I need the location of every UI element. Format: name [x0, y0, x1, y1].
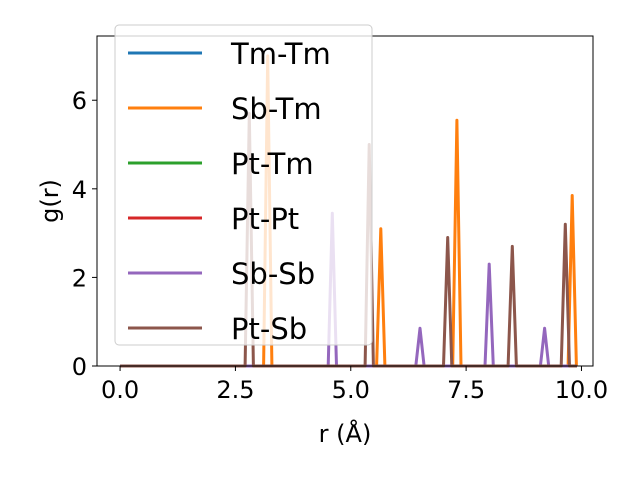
legend: Tm-Tm Sb-Tm Pt-Tm Pt-Pt Sb-Sb Pt-Sb — [114, 24, 373, 346]
x-tick-label: 7.5 — [447, 376, 485, 404]
legend-label-pt-tm: Pt-Tm — [231, 147, 314, 181]
legend-label-tm-tm: Tm-Tm — [230, 37, 331, 71]
y-tick-label: 6 — [72, 87, 87, 115]
x-tick-label: 0.0 — [101, 376, 139, 404]
legend-label-sb-sb: Sb-Sb — [231, 257, 315, 291]
y-tick-label: 0 — [72, 353, 87, 381]
legend-label-pt-sb: Pt-Sb — [231, 312, 307, 346]
legend-frame — [114, 24, 373, 346]
legend-label-sb-tm: Sb-Tm — [231, 92, 322, 126]
legend-label-pt-pt: Pt-Pt — [231, 202, 299, 236]
y-tick-label: 2 — [72, 264, 87, 292]
x-tick-label: 2.5 — [216, 376, 254, 404]
y-axis-label: g(r) — [36, 179, 64, 223]
x-tick-label: 10.0 — [555, 376, 608, 404]
y-axis: 0 2 4 6 — [72, 87, 97, 381]
x-axis-label: r (Å) — [319, 419, 372, 448]
y-tick-label: 4 — [72, 176, 87, 204]
x-tick-label: 5.0 — [332, 376, 370, 404]
x-axis: 0.0 2.5 5.0 7.5 10.0 — [101, 366, 608, 404]
